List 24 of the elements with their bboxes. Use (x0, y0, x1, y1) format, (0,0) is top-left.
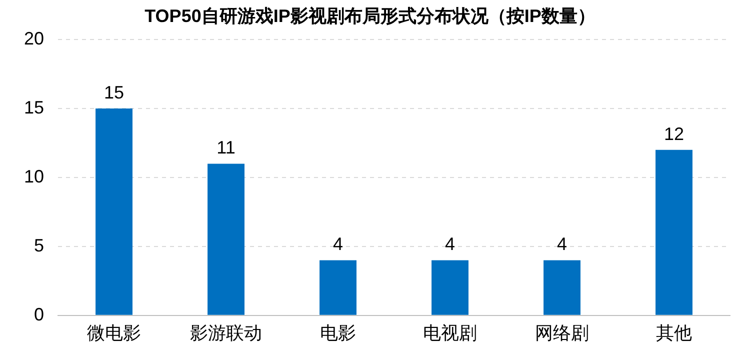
data-label: 4 (333, 234, 344, 254)
chart-title: TOP50自研游戏IP影视剧布局形式分布状况（按IP数量） (144, 6, 596, 26)
y-tick-label: 15 (24, 98, 44, 118)
data-label: 4 (445, 234, 456, 254)
x-tick-label: 其他 (656, 323, 692, 344)
y-tick-label: 0 (34, 304, 44, 324)
bar (432, 260, 468, 315)
x-tick-label: 电视剧 (423, 323, 478, 344)
y-tick-label: 20 (24, 28, 44, 49)
x-tick-label: 网络剧 (535, 323, 590, 344)
data-label: 11 (216, 138, 236, 158)
bar (96, 108, 132, 315)
bar (208, 164, 244, 315)
bar (320, 260, 356, 315)
data-label: 12 (664, 124, 684, 144)
bar (544, 260, 580, 315)
x-tick-label: 影游联动 (190, 323, 262, 344)
y-tick-label: 5 (34, 235, 44, 256)
x-tick-label: 电影 (320, 323, 356, 344)
x-tick-label: 微电影 (87, 323, 142, 344)
data-label: 15 (104, 82, 124, 103)
data-label: 4 (557, 234, 568, 254)
bar (656, 150, 692, 315)
y-tick-label: 10 (24, 166, 44, 186)
